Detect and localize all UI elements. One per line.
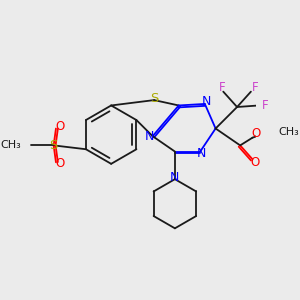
Text: F: F [218,81,225,94]
Text: O: O [251,128,260,140]
Text: CH₃: CH₃ [278,127,299,136]
Text: N: N [170,171,180,184]
Text: O: O [250,156,260,169]
Text: O: O [55,121,64,134]
Text: N: N [197,147,206,160]
Text: S: S [50,139,58,152]
Text: N: N [202,95,211,108]
Text: F: F [261,99,268,112]
Text: CH₃: CH₃ [1,140,21,150]
Text: F: F [251,81,258,94]
Text: O: O [55,157,64,170]
Text: S: S [150,92,158,105]
Text: N: N [145,130,154,143]
